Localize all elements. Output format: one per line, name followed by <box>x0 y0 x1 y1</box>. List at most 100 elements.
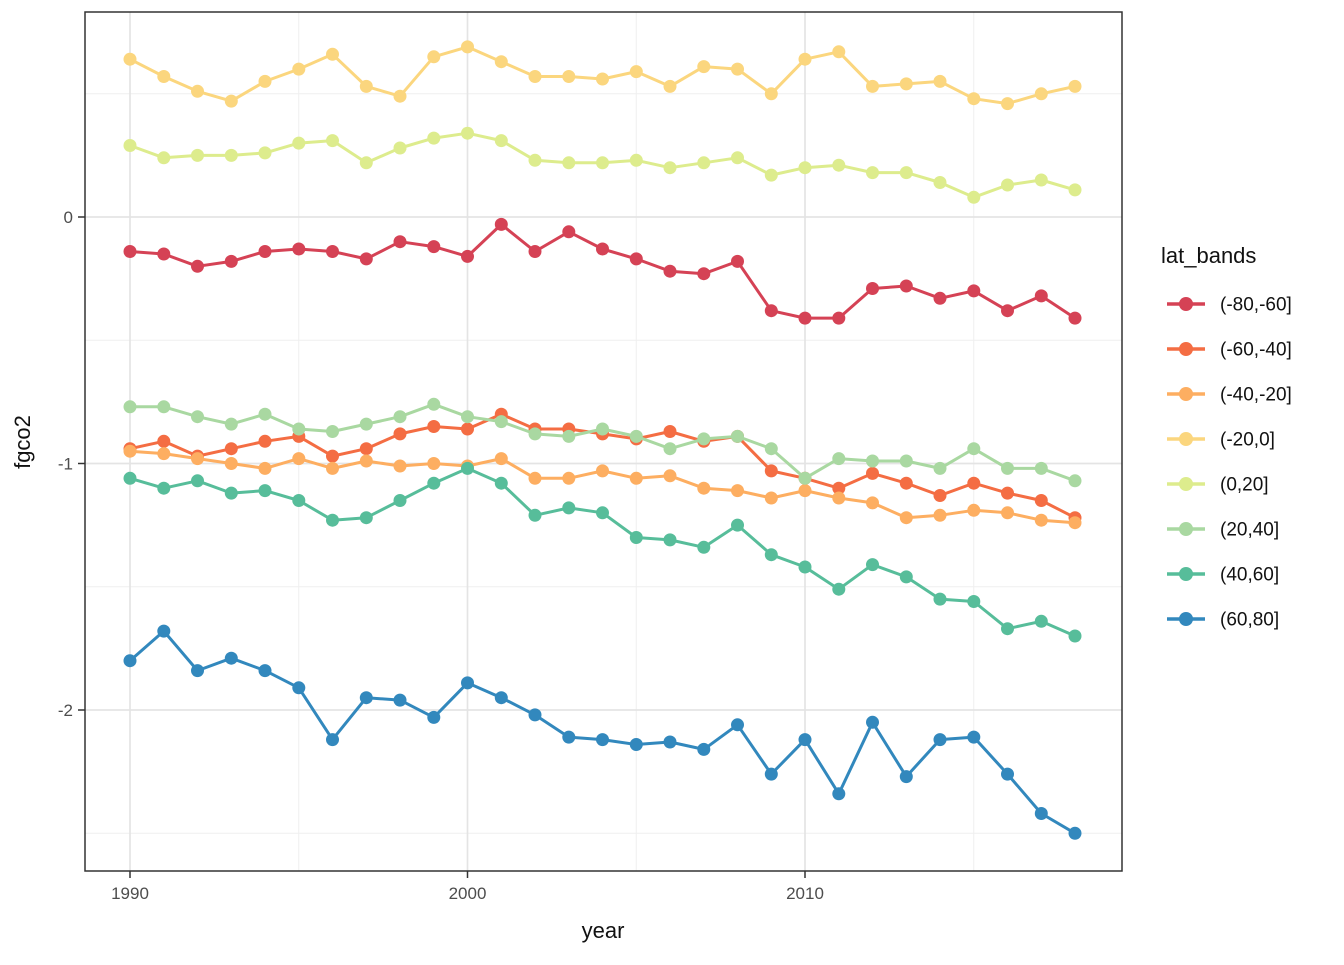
data-point-(40,60]-2003 <box>562 501 576 515</box>
data-point-(-60,-40]-2014 <box>933 489 947 502</box>
data-point-(-20,0]-2000 <box>461 40 474 54</box>
legend-key-point <box>1179 432 1193 446</box>
data-point-(-80,-60]-2000 <box>461 249 474 263</box>
data-point-(40,60]-2010 <box>798 560 812 574</box>
legend-item-(-80,-60]: (-80,-60] <box>1167 295 1292 316</box>
data-point-(40,60]-1995 <box>292 494 306 507</box>
data-point-(20,40]-2008 <box>731 429 744 443</box>
data-point-(0,20]-2005 <box>629 153 643 167</box>
data-point-(60,80]-1995 <box>292 681 306 695</box>
data-point-(-80,-60]-2013 <box>899 279 913 293</box>
data-point-(40,60]-2011 <box>832 582 846 596</box>
data-point-(20,40]-1997 <box>359 417 373 431</box>
data-point-(-40,-20]-1995 <box>292 452 306 466</box>
legend-key-point <box>1179 387 1193 401</box>
data-point-(-20,0]-2005 <box>629 65 643 79</box>
data-point-(-40,-20]-1997 <box>359 454 373 468</box>
data-point-(60,80]-1994 <box>258 664 272 678</box>
data-point-(0,20]-2008 <box>731 151 744 165</box>
data-point-(0,20]-1992 <box>191 148 204 162</box>
data-point-(40,60]-2017 <box>1034 614 1048 628</box>
legend-items: (-80,-60] (-60,-40] (-40,-20] (-20,0] (0,20]… <box>1167 295 1292 631</box>
data-point-(20,40]-2005 <box>629 429 643 443</box>
data-point-(-60,-40]-2006 <box>663 425 677 438</box>
data-point-(0,20]-2002 <box>528 153 542 167</box>
data-point-(-20,0]-1999 <box>427 50 441 64</box>
legend-item-label: (-60,-40] <box>1220 340 1292 361</box>
data-point-(60,80]-2018 <box>1068 826 1082 840</box>
legend-item-label: (20,40] <box>1220 520 1279 541</box>
data-point-(60,80]-2006 <box>663 735 677 749</box>
data-point-(-20,0]-2012 <box>866 79 879 93</box>
data-point-(60,80]-2003 <box>562 730 576 744</box>
data-point-(-80,-60]-2010 <box>798 311 812 325</box>
data-point-(-80,-60]-1990 <box>123 245 137 258</box>
legend-item-(-40,-20]: (-40,-20] <box>1167 385 1292 406</box>
data-point-(-40,-20]-1994 <box>258 461 272 475</box>
data-point-(-80,-60]-1996 <box>326 245 339 258</box>
data-point-(20,40]-2009 <box>764 442 778 456</box>
data-point-(40,60]-1994 <box>258 484 272 498</box>
data-point-(40,60]-1992 <box>191 474 204 488</box>
data-point-(60,80]-1999 <box>427 710 441 724</box>
data-point-(20,40]-2006 <box>663 442 677 456</box>
data-point-(0,20]-1991 <box>157 151 171 165</box>
data-point-(60,80]-2012 <box>866 715 879 729</box>
data-point-(60,80]-1992 <box>191 664 204 678</box>
data-point-(40,60]-2008 <box>731 518 744 532</box>
data-point-(-20,0]-2009 <box>764 87 778 101</box>
data-point-(-60,-40]-2017 <box>1034 494 1048 507</box>
data-point-(-40,-20]-2015 <box>967 503 981 517</box>
data-point-(60,80]-2005 <box>629 738 643 751</box>
data-point-(-20,0]-2011 <box>832 45 846 59</box>
data-point-(-20,0]-2002 <box>528 70 542 83</box>
data-point-(-80,-60]-2002 <box>528 245 542 258</box>
data-point-(-20,0]-2001 <box>494 55 508 69</box>
data-point-(60,80]-2004 <box>596 733 609 747</box>
data-point-(-80,-60]-2006 <box>663 264 677 278</box>
data-point-(40,60]-2007 <box>697 540 711 554</box>
y-tick-label: -2 <box>58 701 73 720</box>
data-point-(20,40]-1994 <box>258 407 272 421</box>
data-point-(-80,-60]-1994 <box>258 245 272 258</box>
data-point-(-80,-60]-1997 <box>359 252 373 266</box>
data-point-(60,80]-2011 <box>832 787 846 801</box>
data-point-(0,20]-1993 <box>224 148 238 162</box>
x-tick-label: 2000 <box>449 884 487 903</box>
data-point-(40,60]-2016 <box>1001 622 1014 636</box>
legend-item-label: (40,60] <box>1220 565 1279 586</box>
data-point-(0,20]-1997 <box>359 156 373 170</box>
data-point-(20,40]-2000 <box>461 410 474 424</box>
data-point-(0,20]-2000 <box>461 126 474 140</box>
data-point-(60,80]-2017 <box>1034 807 1048 820</box>
data-point-(60,80]-2010 <box>798 733 812 747</box>
data-point-(20,40]-2007 <box>697 432 711 446</box>
data-point-(40,60]-2012 <box>866 558 879 572</box>
series-layer <box>123 40 1082 840</box>
data-point-(20,40]-1998 <box>393 410 407 424</box>
data-point-(0,20]-2015 <box>967 190 981 204</box>
data-point-(-40,-20]-2002 <box>528 471 542 485</box>
legend-key-point <box>1179 477 1193 491</box>
data-point-(20,40]-1995 <box>292 422 306 436</box>
data-point-(20,40]-2003 <box>562 429 576 443</box>
data-point-(0,20]-2014 <box>933 176 947 189</box>
data-point-(-60,-40]-2009 <box>764 464 778 478</box>
data-point-(-20,0]-2007 <box>697 60 711 74</box>
data-point-(60,80]-2001 <box>494 691 508 705</box>
axis-tick-labels: 1990 2000 2010 0 -1 -2 <box>58 208 824 903</box>
data-point-(20,40]-1999 <box>427 397 441 411</box>
data-point-(-60,-40]-2013 <box>899 476 913 490</box>
legend-key-point <box>1179 342 1193 356</box>
data-point-(0,20]-2016 <box>1001 178 1014 192</box>
data-point-(-80,-60]-2012 <box>866 282 879 295</box>
data-point-(40,60]-2018 <box>1068 629 1082 643</box>
data-point-(-60,-40]-2012 <box>866 466 879 480</box>
data-point-(-20,0]-2006 <box>663 79 677 93</box>
data-point-(-40,-20]-1996 <box>326 461 339 475</box>
data-point-(-40,-20]-1990 <box>123 444 137 458</box>
data-point-(20,40]-1991 <box>157 400 171 414</box>
legend-item-(0,20]: (0,20] <box>1167 475 1269 496</box>
data-point-(0,20]-2018 <box>1068 183 1082 197</box>
data-point-(60,80]-2013 <box>899 770 913 784</box>
